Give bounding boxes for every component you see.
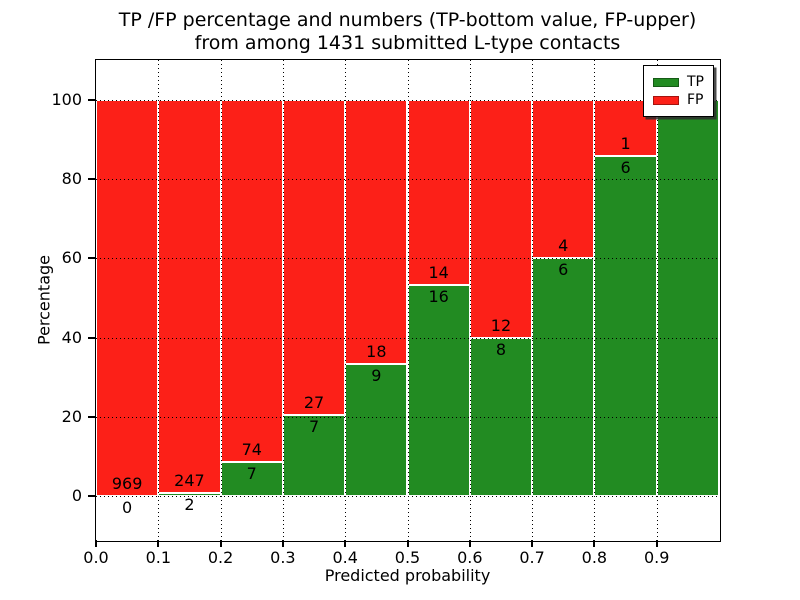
chart-title-line2: from among 1431 submitted L-type contact… (194, 32, 621, 54)
v-gridline (158, 60, 160, 540)
bar-boundary-line (221, 461, 282, 464)
y-tick-mark (88, 178, 95, 180)
tp-count-label: 6 (558, 260, 569, 280)
x-tick-label: 0.2 (207, 548, 234, 567)
x-tick-mark (281, 540, 284, 547)
v-gridline (282, 60, 284, 540)
fp-count-label: 27 (303, 392, 325, 412)
plot-area: TP FP 96902472747277189141612846164 (96, 60, 719, 540)
bar-boundary-line (408, 283, 469, 286)
y-tick-mark (88, 495, 95, 498)
x-tick-mark (344, 540, 347, 547)
bar-fp-segment (282, 99, 346, 415)
x-tick-label: 0.9 (643, 548, 670, 567)
y-tick-label: 100 (51, 89, 82, 109)
bar-fp-segment (220, 99, 283, 463)
x-tick-label: 0.1 (145, 548, 172, 567)
v-gridline (407, 60, 409, 540)
y-tick-mark (88, 336, 95, 339)
tp-count-label: 16 (428, 286, 449, 306)
bar-boundary-line (283, 413, 345, 416)
fp-count-label: 247 (174, 471, 205, 491)
bar-tp-segment (158, 493, 221, 497)
x-tick-label: 0.5 (394, 548, 421, 567)
bar-tp-segment (594, 156, 657, 497)
fp-count-label: 12 (490, 315, 512, 335)
x-tick-mark (468, 540, 471, 547)
bar-tp-segment (532, 258, 595, 497)
bar-boundary-line (346, 363, 407, 366)
v-gridline (345, 60, 347, 540)
x-tick-mark (655, 540, 658, 547)
v-gridline (220, 60, 222, 540)
x-tick-label: 0.8 (581, 548, 608, 567)
bar-tp-segment (282, 414, 346, 497)
x-tick-mark (157, 540, 160, 547)
bar-fp-segment (96, 99, 159, 497)
x-tick-mark (593, 540, 596, 547)
x-tick-label: 0.3 (270, 548, 296, 567)
x-tick-mark (531, 540, 534, 547)
y-tick-label: 20 (61, 407, 82, 427)
bar-boundary-line (595, 155, 656, 158)
x-tick-mark (95, 540, 97, 547)
legend: TP FP (643, 65, 714, 117)
bar-fp-segment (407, 99, 470, 285)
x-axis-label: Predicted probability (324, 566, 491, 585)
v-gridline (594, 60, 596, 540)
tp-count-label: 6 (620, 158, 631, 178)
tp-count-label: 2 (184, 495, 195, 515)
y-tick-label: 0 (71, 486, 82, 506)
fp-legend-swatch (653, 95, 679, 105)
y-tick-label: 80 (61, 169, 82, 188)
x-tick-label: 0.7 (519, 548, 545, 567)
fp-count-label: 1 (620, 134, 631, 154)
x-tick-mark (219, 540, 222, 547)
legend-item-tp: TP (653, 74, 704, 90)
fp-count-label: 14 (428, 262, 449, 282)
bar-tp-segment (407, 284, 470, 497)
bar-tp-segment (220, 462, 283, 497)
v-gridline (469, 60, 471, 540)
fp-count-label: 4 (558, 236, 569, 256)
v-gridline (532, 60, 534, 540)
v-gridline (656, 60, 658, 540)
y-tick-label: 60 (61, 248, 82, 268)
tp-count-label: 7 (246, 464, 257, 484)
fp-count-label: 18 (366, 342, 387, 362)
bar-fp-segment (532, 99, 595, 259)
bar-tp-segment (345, 364, 408, 497)
bar-fp-segment (158, 99, 221, 494)
tp-count-label: 0 (122, 498, 133, 518)
fp-legend-label: FP (687, 92, 704, 108)
y-tick-mark (88, 416, 95, 419)
y-tick-mark (88, 257, 95, 260)
fp-count-label: 969 (111, 474, 143, 494)
tp-legend-label: TP (687, 74, 704, 90)
tp-count-label: 7 (308, 416, 320, 436)
bar-fp-segment (345, 99, 408, 365)
bar-fp-segment (469, 99, 533, 338)
tp-count-label: 8 (495, 339, 507, 359)
chart-title-line1: TP /FP percentage and numbers (TP-bottom… (118, 9, 697, 31)
tp-legend-swatch (653, 77, 679, 87)
tp-count-label: 9 (371, 366, 382, 386)
bar-boundary-line (159, 492, 220, 495)
bar-tp-segment (656, 99, 719, 497)
x-tick-label: 0.4 (332, 548, 358, 567)
y-tick-mark (88, 98, 95, 101)
x-tick-label: 0.6 (457, 548, 483, 567)
x-tick-mark (406, 540, 409, 547)
x-tick-label: 0.0 (83, 548, 109, 567)
legend-item-fp: FP (653, 92, 704, 108)
fp-count-label: 74 (241, 440, 262, 460)
chart-title: TP /FP percentage and numbers (TP-bottom… (96, 9, 719, 55)
y-tick-label: 40 (61, 327, 82, 347)
